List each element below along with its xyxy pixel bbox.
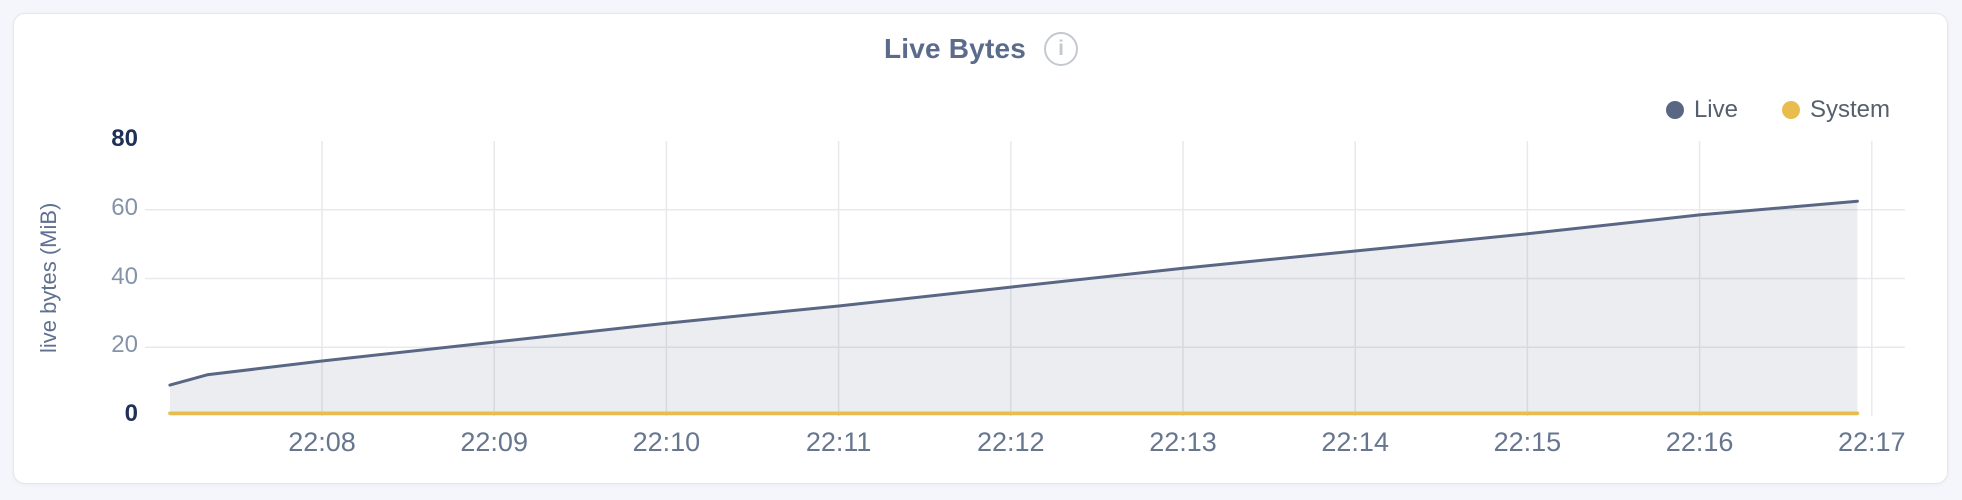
info-icon[interactable]: i bbox=[1044, 32, 1079, 66]
chart-card bbox=[13, 13, 1948, 484]
info-icon-glyph: i bbox=[1058, 37, 1064, 60]
legend-swatch-live bbox=[1665, 101, 1684, 119]
chart-title: Live Bytes bbox=[883, 33, 1027, 64]
x-tick-label: 22:13 bbox=[1149, 427, 1217, 457]
x-axis: 22:08 22:09 22:10 22:11 22:12 22:13 22:14 22:15… bbox=[0, 424, 1962, 460]
legend-item-system[interactable]: System bbox=[1781, 96, 1890, 124]
y-tick-label: 80 bbox=[111, 125, 138, 152]
y-tick-label: 0 bbox=[124, 400, 138, 427]
x-tick-label: 22:08 bbox=[288, 427, 356, 457]
x-tick-label: 22:10 bbox=[632, 427, 701, 457]
legend-swatch-system bbox=[1781, 101, 1800, 119]
legend-item-live[interactable]: Live bbox=[1665, 96, 1738, 124]
area-fill-live bbox=[169, 201, 1858, 416]
legend-label: Live bbox=[1693, 96, 1738, 123]
legend-label: System bbox=[1809, 96, 1890, 123]
y-tick-label: 20 bbox=[111, 331, 138, 359]
x-tick-label: 22:17 bbox=[1838, 427, 1906, 457]
y-tick-label: 40 bbox=[111, 262, 138, 290]
series-line-live bbox=[168, 199, 1859, 387]
y-tick-label: 60 bbox=[111, 193, 138, 221]
x-tick-label: 22:16 bbox=[1665, 427, 1734, 457]
x-tick-label: 22:12 bbox=[977, 427, 1045, 457]
y-axis: 0 20 40 60 80 bbox=[0, 0, 138, 500]
x-tick-label: 22:14 bbox=[1321, 427, 1389, 457]
x-tick-label: 22:11 bbox=[805, 427, 872, 457]
x-tick-label: 22:09 bbox=[460, 427, 528, 457]
chart-header: Live Bytes i bbox=[0, 32, 1962, 66]
x-tick-label: 22:15 bbox=[1493, 427, 1562, 457]
legend: Live System bbox=[1665, 96, 1890, 124]
